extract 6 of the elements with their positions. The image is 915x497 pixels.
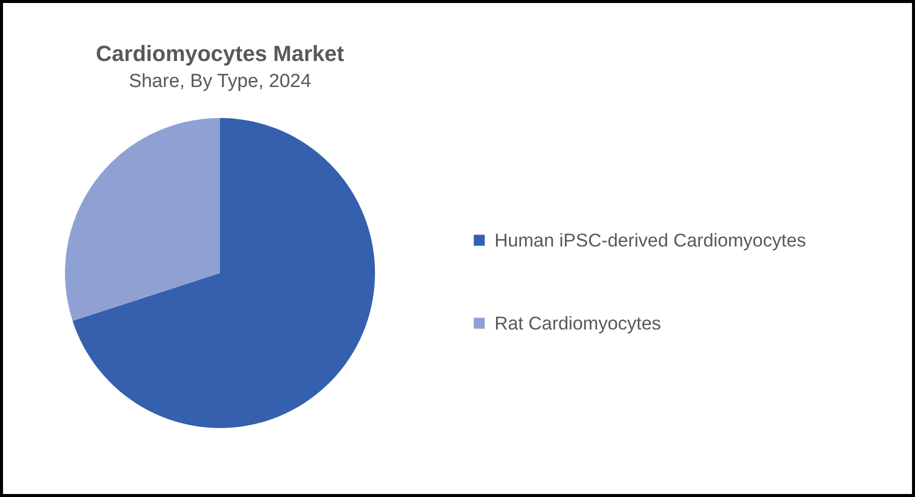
chart-subtitle: Share, By Type, 2024 xyxy=(128,71,312,92)
legend-label: Human iPSC-derived Cardiomyocytes xyxy=(494,229,806,250)
pie-slice xyxy=(72,118,375,428)
legend-label: Rat Cardiomyocytes xyxy=(494,312,662,334)
pie-slice xyxy=(65,118,220,321)
chart-title: Cardiomyocytes Market xyxy=(96,41,345,66)
